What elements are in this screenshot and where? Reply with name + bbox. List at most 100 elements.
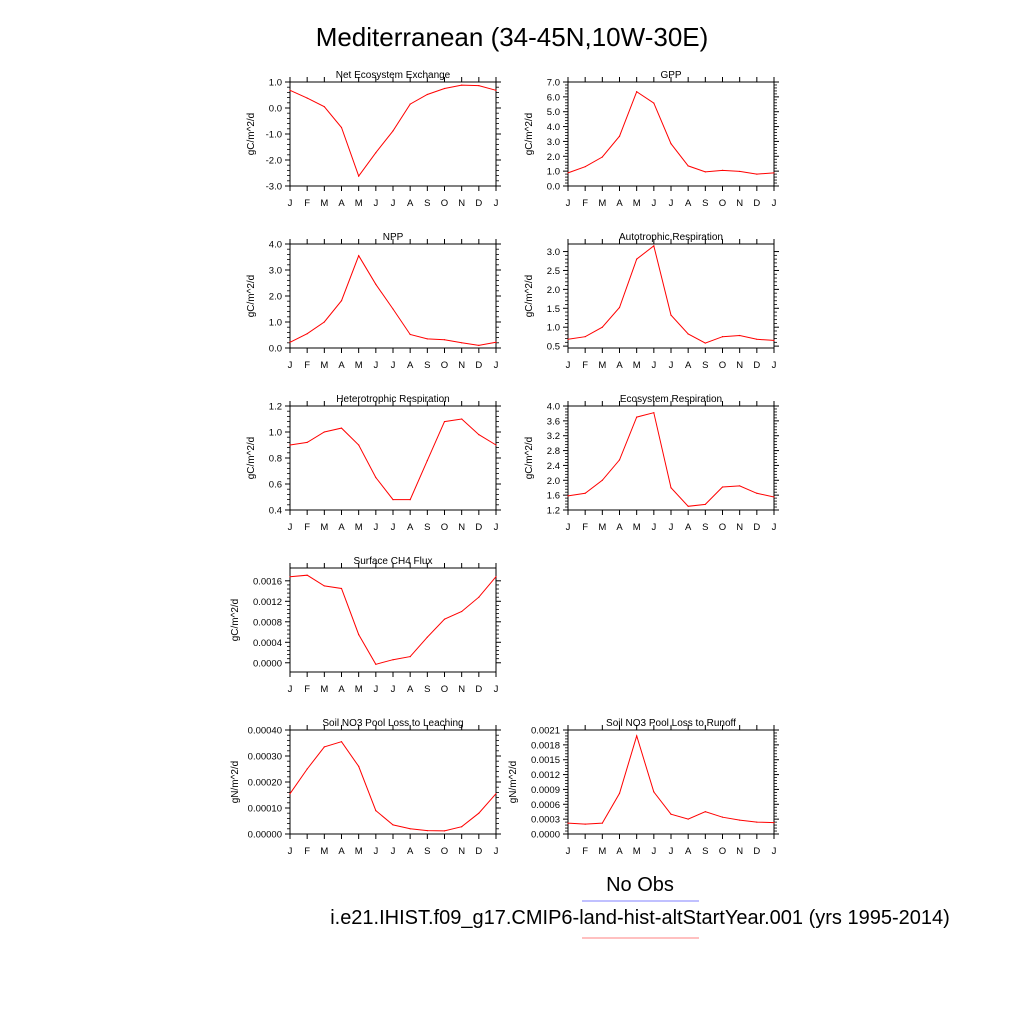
x-tick-label: J [772, 198, 777, 209]
data-point [289, 576, 291, 578]
x-tick-label: M [598, 360, 606, 371]
x-tick-label: F [582, 846, 588, 857]
y-tick-label: 0.0009 [531, 785, 560, 796]
x-tick-label: O [441, 846, 448, 857]
data-point [773, 822, 775, 824]
data-point [426, 93, 428, 96]
y-tick-label: 0.00020 [248, 778, 282, 789]
x-tick-label: N [458, 360, 465, 371]
panel-title: Autotrophic Respiration [619, 232, 723, 243]
x-tick-label: J [669, 360, 674, 371]
y-tick-label: 0.0 [269, 104, 282, 115]
data-point [495, 444, 497, 446]
y-tick-label: 1.6 [547, 491, 560, 502]
y-tick-label: 0.0008 [253, 617, 282, 628]
y-tick-label: -3.0 [266, 182, 282, 193]
data-point [584, 492, 586, 494]
x-tick-label: N [736, 522, 743, 533]
x-tick-label: J [288, 360, 293, 371]
data-point [340, 587, 343, 590]
data-point [721, 486, 724, 488]
y-tick-label: 3.2 [547, 431, 560, 442]
plot-frame [567, 81, 775, 187]
legend-label-model: i.e21.IHIST.f09_g17.CMIP6-land-hist-altS… [330, 907, 950, 929]
data-point [721, 169, 724, 171]
y-tick-label: 2.0 [547, 285, 560, 296]
x-tick-label: J [566, 846, 571, 857]
x-tick-label: O [719, 360, 726, 371]
data-point [618, 135, 621, 137]
x-tick-label: A [338, 846, 345, 857]
data-point [478, 812, 480, 814]
y-tick-label: 0.0018 [531, 740, 560, 751]
x-tick-label: F [304, 522, 310, 533]
x-tick-label: J [651, 360, 656, 371]
x-tick-label: J [494, 198, 499, 209]
data-point [773, 339, 775, 342]
x-tick-label: J [373, 198, 378, 209]
data-point [653, 791, 655, 793]
x-tick-label: A [407, 360, 414, 371]
x-tick-label: F [304, 684, 310, 695]
x-tick-label: J [391, 522, 396, 533]
x-tick-label: N [458, 198, 465, 209]
data-point [687, 505, 689, 507]
data-point [443, 830, 446, 832]
x-tick-label: J [669, 198, 674, 209]
x-tick-label: F [582, 198, 588, 209]
x-tick-label: J [772, 360, 777, 371]
data-point [478, 344, 480, 346]
x-tick-label: M [355, 846, 363, 857]
y-tick-label: 1.0 [269, 318, 282, 329]
data-point [375, 476, 377, 479]
x-tick-label: M [598, 846, 606, 857]
x-tick-label: J [391, 846, 396, 857]
series-line [567, 734, 775, 825]
x-tick-label: A [685, 360, 692, 371]
data-point [567, 172, 569, 174]
data-point [340, 741, 343, 743]
data-point [306, 574, 308, 576]
y-axis-label: gN/m^2/d [230, 761, 241, 804]
data-point [601, 156, 603, 158]
y-tick-label: 1.0 [269, 428, 282, 439]
data-point [323, 746, 325, 748]
data-point [426, 460, 428, 462]
x-tick-label: M [355, 360, 363, 371]
y-axis-label: gC/m^2/d [524, 275, 535, 318]
y-tick-label: 1.0 [269, 78, 282, 89]
data-point [653, 102, 655, 104]
y-tick-label: 1.0 [547, 167, 560, 178]
x-tick-label: J [669, 522, 674, 533]
x-tick-label: J [566, 198, 571, 209]
data-point [636, 416, 638, 418]
y-axis-label: gC/m^2/d [246, 437, 257, 480]
y-tick-label: 1.2 [269, 402, 282, 413]
y-tick-label: 2.0 [547, 152, 560, 163]
y-tick-label: 5.0 [547, 107, 560, 118]
x-tick-label: J [288, 846, 293, 857]
data-point [478, 596, 480, 598]
legend-label-obs: No Obs [606, 874, 674, 896]
x-tick-label: J [391, 360, 396, 371]
data-point [773, 496, 775, 498]
plot-frame [289, 729, 497, 835]
x-tick-label: A [616, 198, 623, 209]
y-tick-label: -1.0 [266, 130, 282, 141]
data-point [358, 175, 360, 177]
x-tick-label: J [373, 522, 378, 533]
data-point [426, 338, 428, 340]
data-point [340, 300, 343, 302]
x-tick-label: M [355, 198, 363, 209]
y-tick-label: 0.5 [547, 342, 560, 353]
y-tick-label: 0.0003 [531, 815, 560, 826]
data-point [618, 459, 621, 461]
y-tick-label: 0.0000 [531, 830, 560, 841]
data-point [358, 255, 360, 257]
panel-1: Net Ecosystem Exchange gC/m^2/d -3.0 -2.0 -1… [246, 70, 501, 209]
data-point [375, 810, 377, 812]
panel-5: Heterotrophic Respiration gC/m^2/d 0.4 0.6 0… [246, 394, 501, 533]
data-point [289, 444, 291, 446]
y-tick-label: 0.0015 [531, 755, 560, 766]
y-tick-label: 3.0 [269, 266, 282, 277]
